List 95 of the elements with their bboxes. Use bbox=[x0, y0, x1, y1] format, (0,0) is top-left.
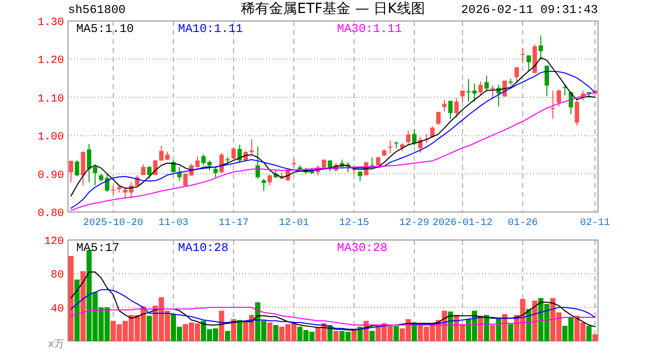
candlestick bbox=[262, 178, 266, 192]
candlestick bbox=[201, 154, 206, 166]
y-tick-label: 0.90 bbox=[38, 170, 64, 182]
candlestick bbox=[358, 171, 362, 182]
x-tick-label: 12-15 bbox=[339, 218, 370, 229]
chart-subtitle: sh561800 bbox=[68, 3, 126, 17]
candlestick bbox=[574, 98, 580, 126]
y-axis-title: x万 bbox=[48, 339, 64, 350]
candlestick bbox=[550, 90, 556, 120]
x-tick-label: 02-11 bbox=[580, 218, 610, 229]
bar bbox=[80, 271, 86, 341]
candlestick bbox=[484, 75, 489, 92]
candlestick bbox=[508, 78, 513, 86]
candlestick bbox=[436, 111, 441, 126]
candlestick bbox=[268, 174, 272, 186]
candlestick bbox=[460, 90, 465, 102]
candlestick bbox=[556, 89, 562, 108]
candlestick bbox=[406, 130, 410, 145]
bar bbox=[333, 330, 339, 341]
candlestick bbox=[538, 35, 543, 60]
y-tick-label: 40 bbox=[50, 303, 64, 316]
bar bbox=[218, 310, 224, 341]
candlestick bbox=[80, 150, 86, 186]
text: MA10:28 bbox=[178, 241, 228, 255]
candlestick bbox=[448, 100, 453, 120]
candlestick bbox=[544, 65, 550, 97]
line-series bbox=[70, 271, 596, 331]
bar bbox=[592, 334, 598, 341]
y-tick-label: 1.00 bbox=[38, 132, 64, 144]
bar bbox=[508, 324, 514, 341]
series-label: MA5:17 bbox=[76, 241, 120, 255]
bar bbox=[526, 309, 532, 341]
candlestick bbox=[580, 90, 586, 101]
candlestick bbox=[171, 160, 176, 174]
candlestick bbox=[231, 146, 236, 160]
text: MA5:1.10 bbox=[76, 22, 134, 36]
candlestick bbox=[256, 146, 260, 180]
bar bbox=[267, 322, 272, 341]
x-tick-label: 01-26 bbox=[508, 218, 538, 229]
y-tick-label: 0.80 bbox=[38, 208, 64, 220]
line-series bbox=[70, 57, 596, 196]
bar bbox=[68, 256, 74, 341]
bar bbox=[351, 330, 357, 341]
text: MA30:1.11 bbox=[337, 22, 402, 36]
y-tick-label: 80 bbox=[50, 270, 64, 282]
x-tick-label: 2025-10-20 bbox=[83, 218, 144, 229]
line-series bbox=[70, 92, 596, 211]
candlestick bbox=[74, 160, 80, 177]
text: MA30:28 bbox=[337, 241, 388, 255]
y-tick-label: 1.20 bbox=[38, 55, 64, 68]
line-series bbox=[70, 306, 596, 326]
y-tick-label: 120 bbox=[44, 236, 64, 248]
candlestick bbox=[195, 156, 200, 168]
x-tick-label: 12-01 bbox=[278, 218, 309, 229]
candlestick bbox=[110, 185, 116, 196]
candlestick bbox=[141, 164, 146, 176]
candlestick bbox=[219, 152, 224, 174]
candlestick bbox=[520, 47, 525, 64]
candlestick bbox=[388, 140, 392, 154]
x-tick-label: 11-03 bbox=[158, 218, 188, 229]
bar bbox=[225, 330, 230, 341]
candlestick bbox=[490, 85, 495, 99]
candlestick bbox=[514, 66, 519, 84]
candlestick bbox=[412, 128, 417, 146]
text: 2026-02-11 09:31:43 bbox=[461, 3, 598, 17]
candlestick bbox=[213, 166, 218, 178]
bar bbox=[532, 300, 538, 341]
candlestick bbox=[454, 98, 459, 118]
candlestick bbox=[207, 160, 212, 171]
candlestick bbox=[68, 160, 74, 183]
y-tick-label: 1.30 bbox=[38, 17, 64, 29]
bar bbox=[394, 326, 399, 341]
candlestick bbox=[430, 126, 435, 138]
x-tick-label: 12-29 bbox=[399, 218, 430, 229]
candlestick bbox=[526, 54, 531, 72]
candlestick bbox=[237, 144, 242, 164]
bar bbox=[586, 326, 592, 341]
bar bbox=[146, 316, 152, 341]
candlestick bbox=[147, 166, 152, 180]
bar bbox=[237, 320, 242, 341]
y-tick-label: 1.10 bbox=[38, 93, 64, 106]
candlestick bbox=[249, 138, 254, 154]
line-series bbox=[70, 289, 596, 330]
x-tick-label: 2026-01-12 bbox=[432, 218, 492, 229]
chart-title: 稀有金属ETF基金 — 日K线图 bbox=[241, 1, 425, 17]
bar bbox=[490, 325, 496, 341]
candlestick bbox=[478, 80, 483, 96]
candlestick bbox=[183, 173, 188, 187]
text: MA10:1.11 bbox=[178, 22, 243, 36]
x-tick-label: 11-17 bbox=[218, 218, 249, 229]
candlestick bbox=[442, 99, 447, 112]
candlestick bbox=[153, 160, 158, 176]
bar bbox=[370, 330, 375, 341]
bar bbox=[273, 325, 278, 341]
bar bbox=[74, 280, 80, 341]
